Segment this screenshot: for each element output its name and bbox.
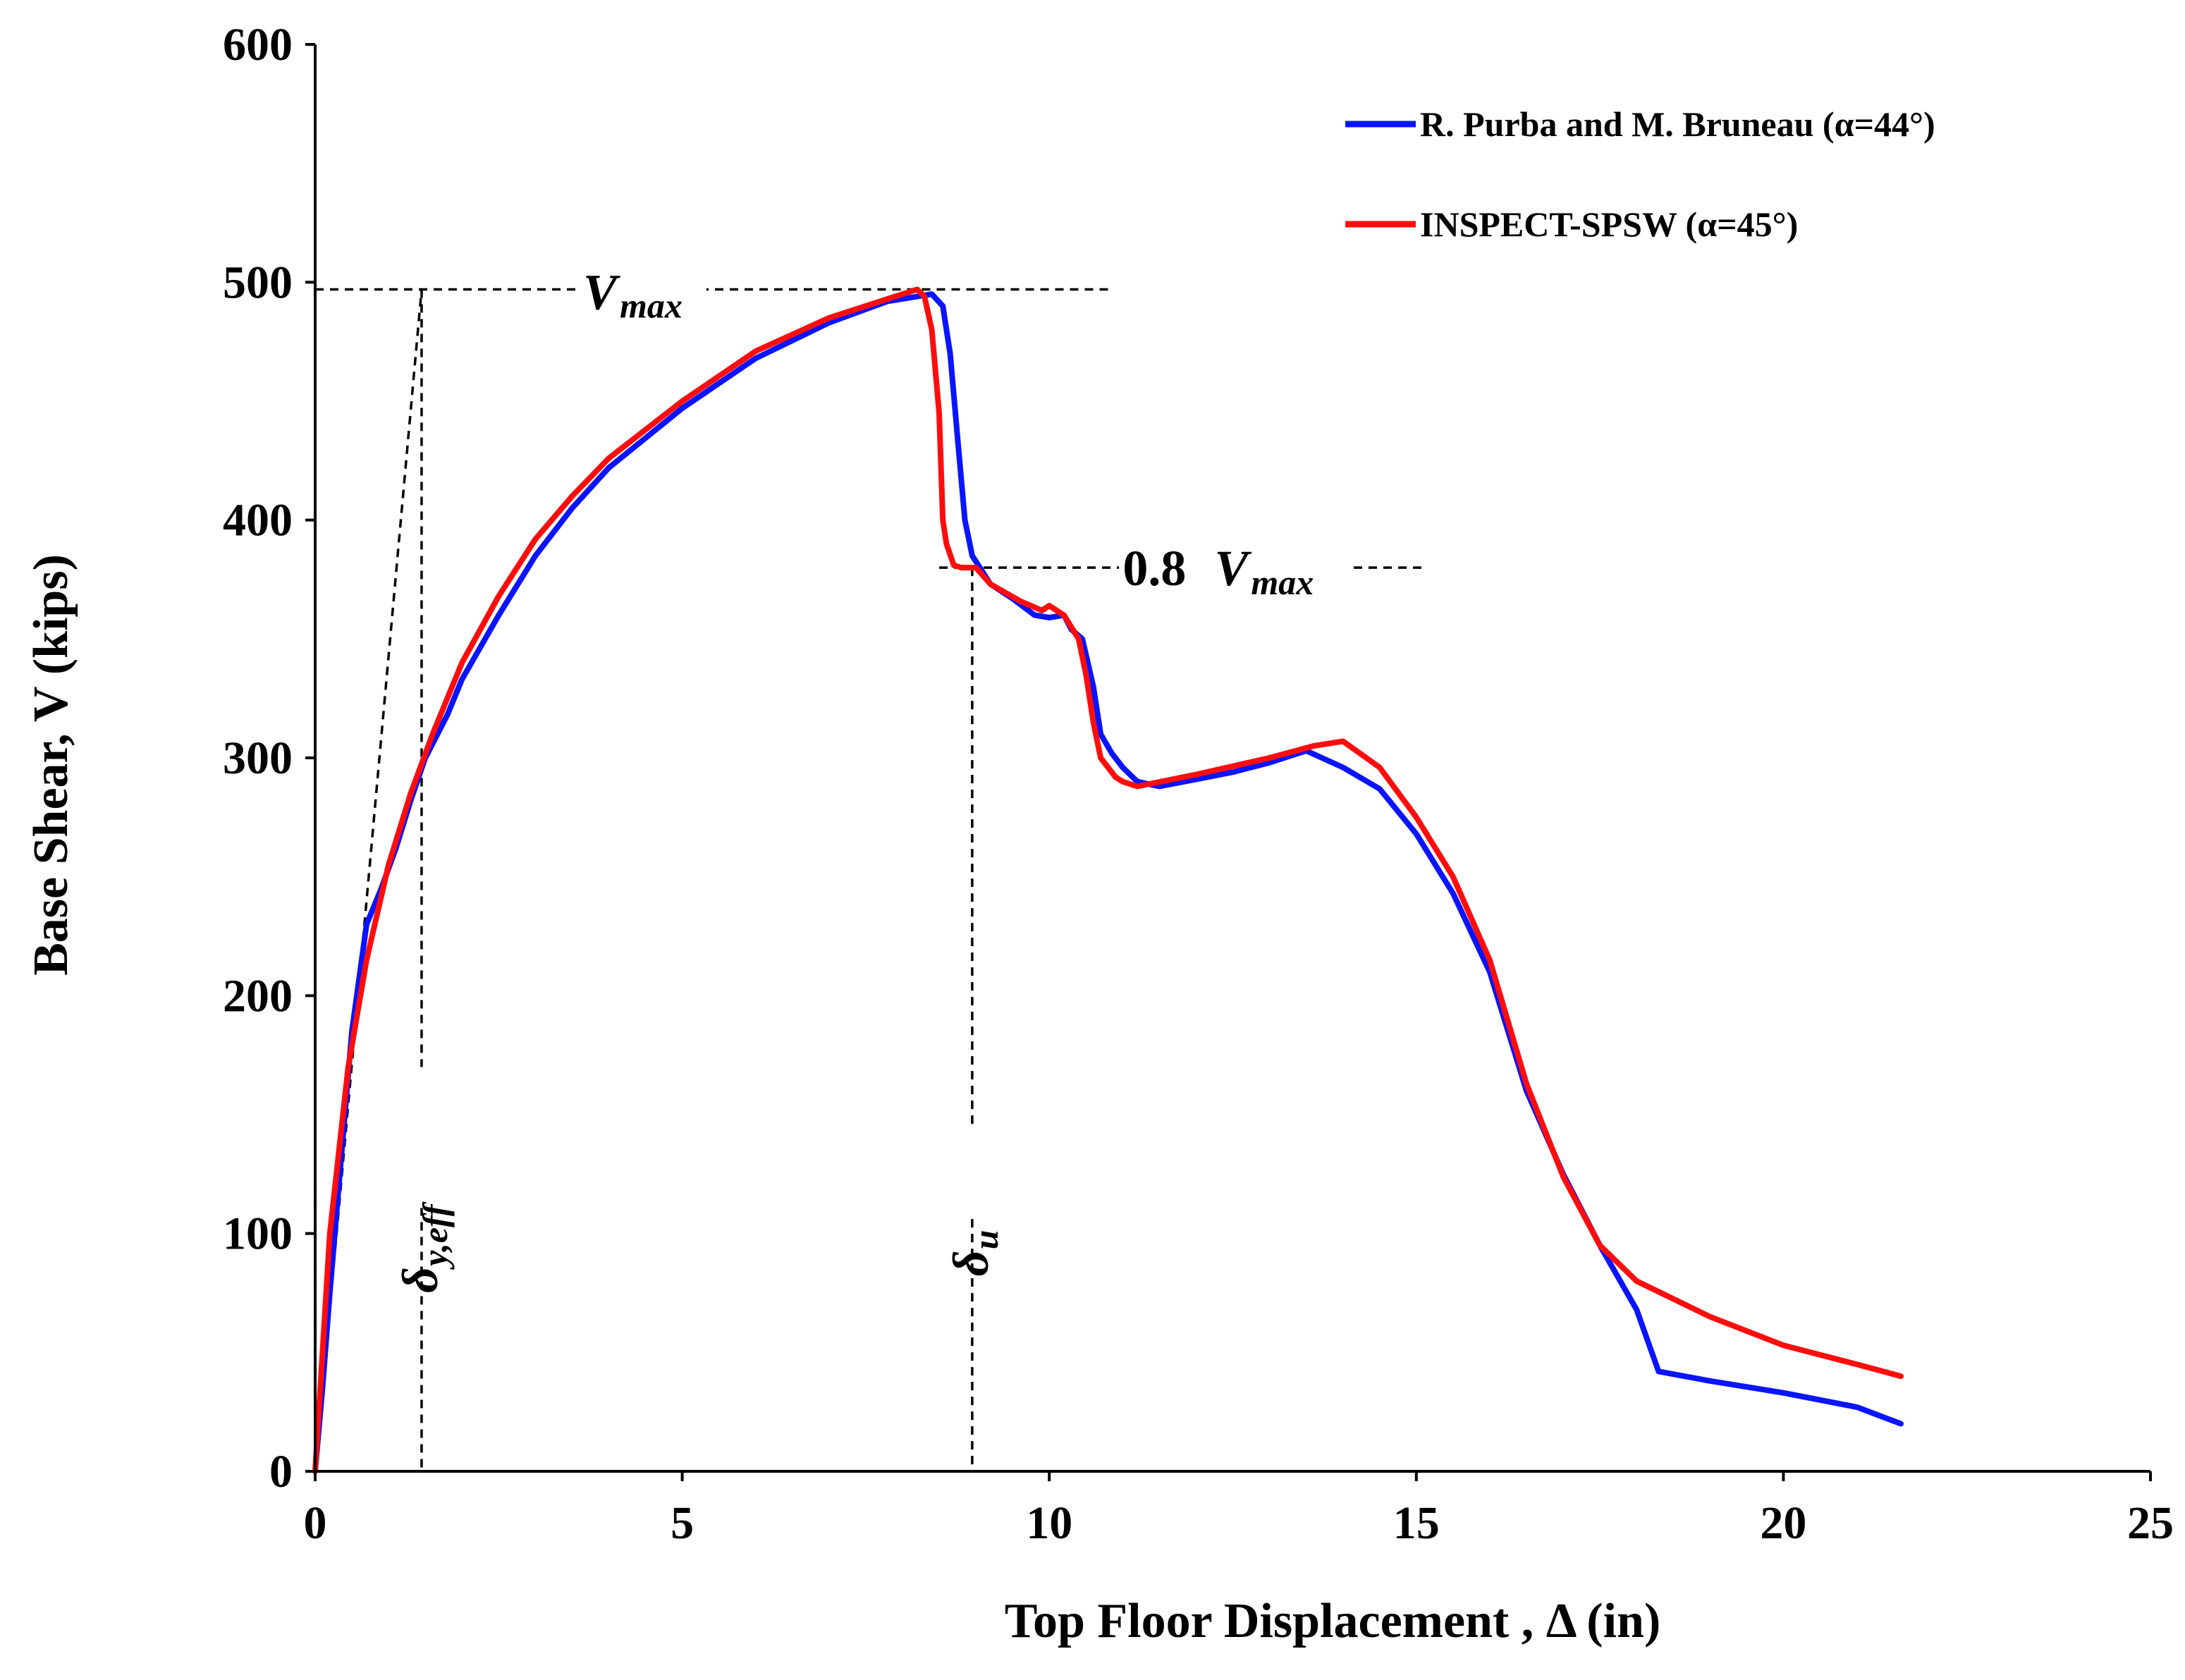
y-tick-label: 100 bbox=[223, 1208, 293, 1260]
x-tick-label: 15 bbox=[1393, 1497, 1440, 1549]
delta-u-label: δ bbox=[943, 1250, 999, 1276]
vmax-label-mask bbox=[579, 247, 706, 314]
y-tick-label: 600 bbox=[223, 19, 293, 70]
legend: R. Purba and M. Bruneau (α=44°) INSPECT-… bbox=[1345, 104, 1935, 244]
legend-label-purba: R. Purba and M. Bruneau (α=44°) bbox=[1420, 104, 1935, 144]
x-tick-label: 10 bbox=[1026, 1497, 1072, 1549]
series-line-purba-bruneau bbox=[312, 291, 1904, 1474]
x-tick-label: 25 bbox=[2127, 1497, 2174, 1549]
y-tick-label: 0 bbox=[269, 1446, 293, 1497]
x-tick-label: 0 bbox=[304, 1497, 327, 1549]
x-axis-title: Top Floor Displacement , Δ (in) bbox=[1005, 1594, 1661, 1648]
x-tick-label: 5 bbox=[671, 1497, 694, 1549]
delta-u-mask bbox=[940, 1126, 1005, 1218]
point8-prefix-label: 0.8 bbox=[1122, 540, 1186, 596]
vmax-label-sub: max bbox=[620, 286, 683, 325]
axes: 0 100 200 300 400 500 600 0 5 10 15 20 25 bbox=[223, 19, 2174, 1549]
point8-vmax-label-sub: max bbox=[1251, 563, 1314, 602]
delta-u-label-sub: u bbox=[966, 1230, 1005, 1250]
delta-y-eff-label-group: δy,eff bbox=[392, 1201, 455, 1293]
legend-label-inspect: INSPECT-SPSW (α=45°) bbox=[1420, 204, 1798, 244]
series-layer bbox=[312, 286, 1904, 1474]
point8-label-mask bbox=[1119, 524, 1352, 595]
y-axis-title: Base Shear, V (kips) bbox=[24, 554, 78, 976]
series-line-inspect-spsw bbox=[312, 286, 1904, 1474]
y-tick-label: 200 bbox=[223, 970, 293, 1022]
point8-vmax-label: V bbox=[1214, 540, 1251, 596]
x-tick-label: 20 bbox=[1760, 1497, 1806, 1549]
y-tick-label: 500 bbox=[223, 257, 293, 308]
vmax-label: V bbox=[583, 264, 620, 320]
delta-y-eff-label-sub: y,eff bbox=[415, 1201, 455, 1270]
y-tick-label: 300 bbox=[223, 732, 293, 784]
y-tick-label: 400 bbox=[223, 495, 293, 546]
delta-y-eff-label: δ bbox=[392, 1267, 448, 1293]
delta-u-label-group: δu bbox=[943, 1230, 1005, 1277]
delta-y-eff-mask bbox=[389, 1067, 455, 1208]
